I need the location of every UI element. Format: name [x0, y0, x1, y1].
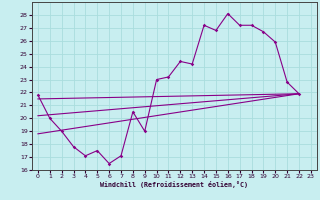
X-axis label: Windchill (Refroidissement éolien,°C): Windchill (Refroidissement éolien,°C) [100, 181, 248, 188]
